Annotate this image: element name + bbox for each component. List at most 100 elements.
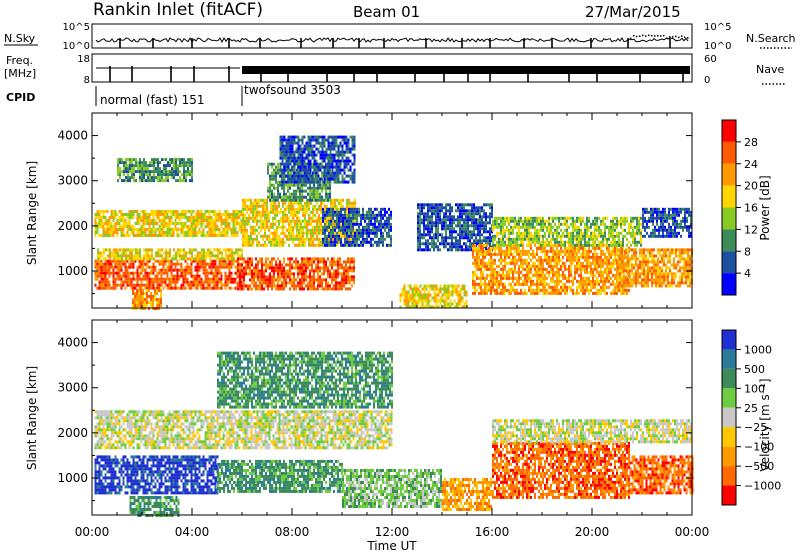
power-cell: [327, 198, 329, 202]
power-cell: [308, 231, 310, 235]
power-cell: [200, 262, 203, 266]
power-cell: [166, 222, 169, 225]
power-cell: [267, 263, 269, 267]
power-cell: [272, 207, 274, 211]
power-cell: [232, 277, 235, 281]
power-cell: [153, 161, 155, 165]
power-cell: [301, 138, 304, 142]
power-cell: [461, 305, 464, 309]
power-cell: [484, 267, 486, 271]
power-cell: [325, 150, 328, 154]
power-cell: [313, 165, 316, 169]
power-cell: [214, 222, 217, 225]
power-cell: [242, 222, 244, 226]
power-cell: [472, 273, 474, 277]
power-cell: [218, 286, 221, 290]
power-cell: [190, 259, 193, 263]
power-cell: [244, 228, 246, 232]
power-cell: [102, 216, 105, 219]
power-cell: [382, 240, 384, 244]
power-cell: [453, 227, 455, 231]
power-cell: [364, 240, 366, 244]
power-cell: [327, 165, 330, 169]
power-cell: [221, 254, 223, 258]
power-cell: [168, 219, 171, 222]
power-cell: [340, 213, 342, 217]
power-cell: [339, 141, 342, 145]
power-cell: [110, 262, 113, 266]
power-cell: [480, 288, 482, 292]
power-cell: [198, 283, 201, 287]
power-cell: [295, 183, 297, 187]
power-cell: [174, 286, 177, 290]
power-cell: [500, 249, 502, 253]
power-cell: [150, 298, 152, 301]
power-cell: [170, 280, 173, 284]
power-cell: [346, 225, 348, 229]
power-cell: [352, 240, 354, 244]
power-cell: [241, 275, 243, 279]
power-cell: [100, 274, 103, 278]
power-cell: [262, 237, 264, 241]
power-cell: [208, 210, 211, 213]
power-cell: [305, 177, 308, 181]
power-cell: [303, 275, 305, 279]
power-cell: [154, 265, 157, 269]
power-cell: [276, 243, 278, 247]
power-cell: [162, 210, 165, 213]
power-cell: [321, 162, 323, 166]
power-cell: [257, 263, 259, 267]
power-cell: [285, 141, 288, 145]
power-cell: [447, 227, 449, 231]
power-cell: [417, 296, 420, 300]
power-cell: [251, 278, 253, 282]
power-cell: [386, 210, 388, 214]
power-cell: [384, 237, 386, 241]
power-cell: [463, 230, 465, 234]
power-cell: [482, 288, 484, 292]
power-cell: [287, 180, 290, 184]
power-cell: [228, 271, 231, 275]
power-cell: [136, 283, 139, 287]
power-cell: [429, 287, 432, 291]
power-cell: [351, 162, 354, 166]
power-cell: [324, 216, 326, 220]
power-cell: [309, 171, 311, 175]
power-cell: [423, 296, 426, 300]
power-cell: [131, 161, 133, 165]
power-cell: [486, 288, 488, 292]
power-cell: [472, 270, 474, 274]
nave-tick-top: 60: [704, 54, 717, 65]
power-cell: [461, 203, 463, 207]
power-cell: [309, 168, 312, 172]
power-cell: [307, 141, 310, 145]
power-cell: [127, 158, 129, 162]
power-cell: [218, 265, 221, 269]
power-cell: [307, 168, 310, 172]
power-cell: [148, 295, 150, 298]
power-cell: [108, 259, 111, 263]
power-cell: [463, 287, 466, 291]
power-cell: [157, 158, 159, 162]
power-cell: [417, 203, 419, 207]
power-cell: [232, 228, 235, 231]
power-cell: [297, 186, 299, 190]
power-cell: [337, 168, 340, 172]
power-cell: [299, 198, 301, 202]
power-cell: [353, 174, 356, 178]
power-cell: [335, 144, 338, 148]
power-cell: [378, 222, 380, 226]
power-cell: [311, 263, 313, 267]
power-cell: [281, 198, 283, 202]
power-cell: [293, 189, 295, 193]
power-cell: [325, 156, 328, 160]
power-cell: [467, 248, 469, 252]
power-cell: [429, 233, 431, 237]
power-cell: [152, 222, 155, 225]
power-cell: [295, 195, 297, 199]
power-cell: [343, 165, 346, 169]
power-cell: [299, 174, 302, 178]
power-cell: [252, 240, 254, 244]
power-cell: [153, 257, 155, 261]
power-cell: [415, 293, 418, 297]
